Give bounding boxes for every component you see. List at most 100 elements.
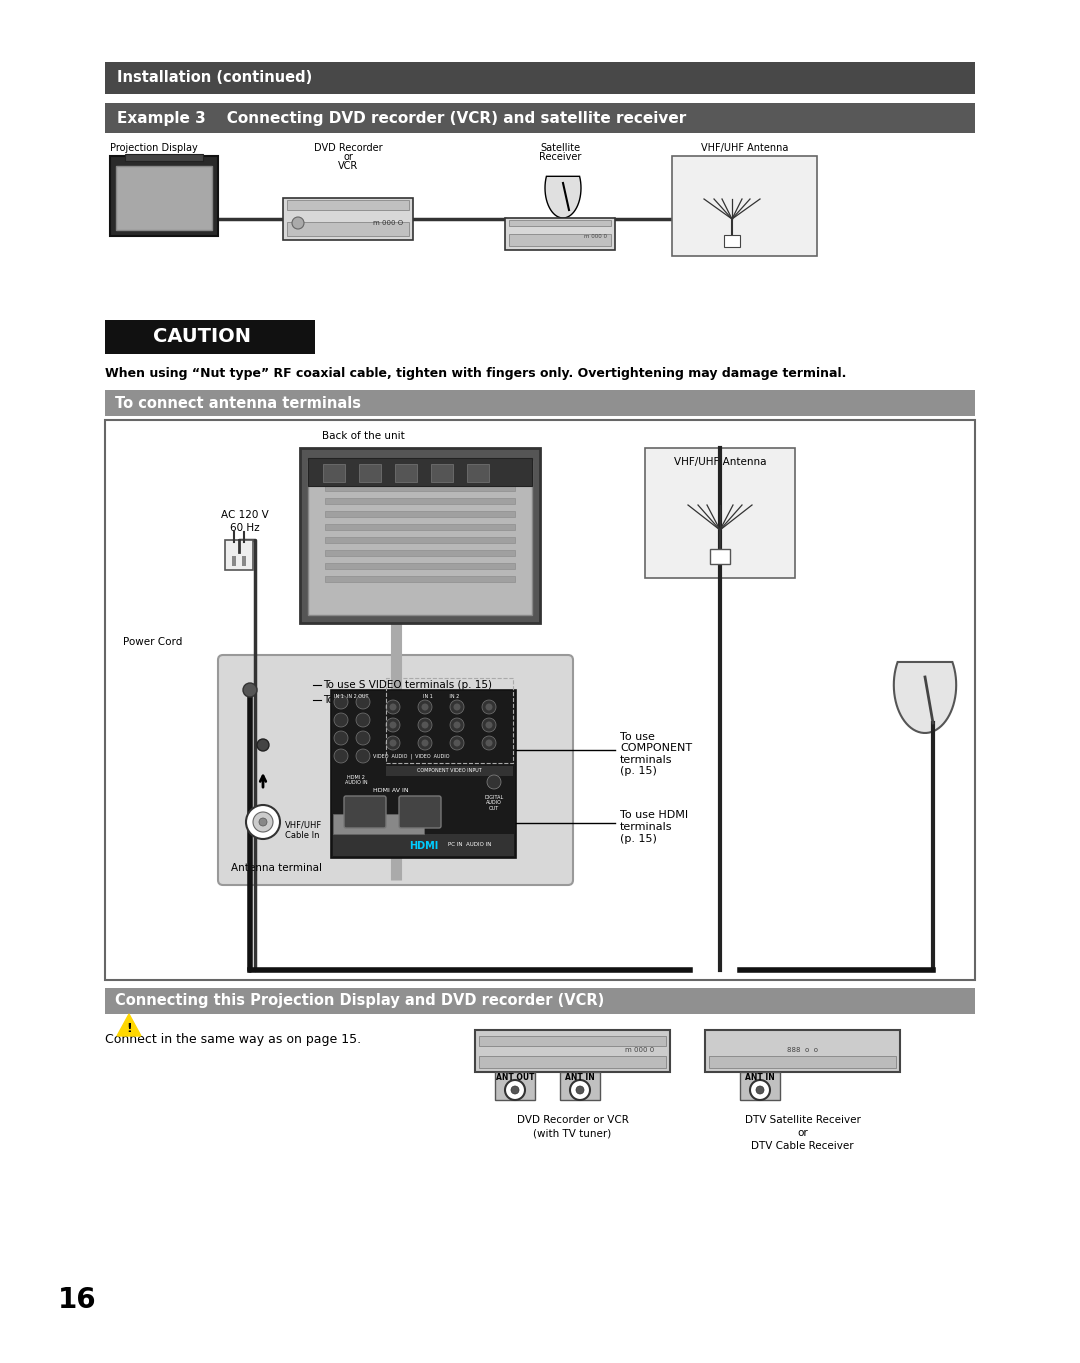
Circle shape	[356, 731, 370, 746]
Circle shape	[334, 695, 348, 709]
Circle shape	[750, 1079, 770, 1100]
Bar	[330, 690, 516, 857]
Text: COMPONENT VIDEO INPUT: COMPONENT VIDEO INPUT	[417, 769, 482, 773]
Bar	[308, 458, 532, 487]
Bar	[105, 104, 975, 134]
Bar	[325, 523, 515, 530]
Bar	[672, 155, 816, 256]
Circle shape	[390, 740, 396, 747]
Bar	[359, 463, 381, 483]
Bar	[287, 222, 409, 236]
Text: ANT OUT: ANT OUT	[496, 1073, 535, 1081]
Text: PC IN  AUDIO IN: PC IN AUDIO IN	[448, 841, 491, 846]
Text: Satellite: Satellite	[540, 143, 580, 153]
Text: m 000 0: m 000 0	[625, 1047, 654, 1054]
Circle shape	[356, 750, 370, 763]
Circle shape	[390, 721, 396, 728]
Text: m 000 O: m 000 O	[373, 219, 403, 226]
Text: DIGITAL
AUDIO
OUT: DIGITAL AUDIO OUT	[484, 795, 503, 811]
Circle shape	[421, 721, 429, 728]
Circle shape	[450, 701, 464, 714]
Bar	[283, 198, 413, 240]
Circle shape	[243, 683, 257, 696]
Text: Receiver: Receiver	[539, 153, 581, 162]
Bar	[325, 472, 515, 478]
Text: HDMI: HDMI	[409, 841, 438, 851]
Text: DTV Cable Receiver: DTV Cable Receiver	[752, 1141, 854, 1150]
Text: Connect in the same way as on page 15.: Connect in the same way as on page 15.	[105, 1033, 361, 1047]
Bar	[105, 320, 315, 354]
Circle shape	[486, 740, 492, 747]
Circle shape	[246, 806, 280, 840]
FancyBboxPatch shape	[399, 796, 441, 827]
Bar	[561, 1073, 600, 1100]
Text: Antenna terminal: Antenna terminal	[231, 863, 322, 872]
Bar	[705, 1030, 900, 1073]
Text: HDMI AV IN: HDMI AV IN	[374, 788, 409, 792]
Text: VHF/UHF
Cable In: VHF/UHF Cable In	[285, 821, 322, 840]
Bar	[225, 540, 253, 570]
Bar	[325, 563, 515, 568]
Bar	[325, 577, 515, 582]
Circle shape	[334, 750, 348, 763]
Polygon shape	[545, 176, 581, 218]
Circle shape	[386, 701, 400, 714]
Bar	[105, 61, 975, 94]
Bar	[431, 463, 453, 483]
Text: Installation (continued): Installation (continued)	[117, 71, 312, 86]
Bar	[125, 154, 203, 161]
Text: Power Cord: Power Cord	[123, 637, 183, 647]
Bar	[480, 1056, 666, 1069]
Text: VHF/UHF Antenna: VHF/UHF Antenna	[701, 143, 788, 153]
Circle shape	[482, 736, 496, 750]
Bar	[105, 420, 975, 980]
Circle shape	[486, 721, 492, 728]
Circle shape	[576, 1086, 584, 1094]
Bar	[495, 1073, 535, 1100]
Text: VHF/UHF Antenna: VHF/UHF Antenna	[674, 457, 766, 468]
Circle shape	[454, 703, 460, 710]
Text: 60 Hz: 60 Hz	[230, 523, 260, 533]
Bar	[645, 448, 795, 578]
Bar	[395, 463, 417, 483]
Circle shape	[390, 703, 396, 710]
Circle shape	[454, 740, 460, 747]
Circle shape	[386, 736, 400, 750]
Bar	[333, 814, 423, 834]
Circle shape	[421, 740, 429, 747]
Circle shape	[487, 776, 501, 789]
Circle shape	[450, 736, 464, 750]
Bar	[509, 234, 611, 245]
Bar	[325, 511, 515, 517]
Bar	[386, 766, 513, 776]
Bar	[105, 390, 975, 416]
Bar	[467, 463, 489, 483]
Circle shape	[511, 1086, 519, 1094]
Text: To connect antenna terminals: To connect antenna terminals	[114, 395, 361, 410]
Circle shape	[486, 703, 492, 710]
Bar	[386, 677, 513, 763]
Text: VIDEO  AUDIO  |  VIDEO  AUDIO: VIDEO AUDIO | VIDEO AUDIO	[373, 754, 449, 759]
Text: (with TV tuner): (with TV tuner)	[534, 1129, 611, 1138]
Circle shape	[450, 718, 464, 732]
FancyBboxPatch shape	[218, 656, 573, 885]
Polygon shape	[117, 1014, 141, 1036]
Text: Back of the unit: Back of the unit	[322, 431, 405, 442]
Text: !: !	[126, 1021, 132, 1035]
Bar	[110, 155, 218, 236]
Circle shape	[421, 703, 429, 710]
Text: or: or	[797, 1129, 808, 1138]
Text: To use S VIDEO terminals (p. 15): To use S VIDEO terminals (p. 15)	[323, 680, 492, 690]
Bar	[300, 448, 540, 623]
Circle shape	[482, 718, 496, 732]
Circle shape	[482, 701, 496, 714]
Text: ANT IN: ANT IN	[565, 1073, 595, 1081]
Bar	[325, 551, 515, 556]
Text: 888  o  o: 888 o o	[787, 1047, 818, 1054]
Bar	[325, 537, 515, 542]
Circle shape	[257, 739, 269, 751]
Text: m 000 0: m 000 0	[583, 233, 607, 239]
Bar	[325, 485, 515, 491]
Polygon shape	[894, 662, 956, 733]
Bar	[105, 988, 975, 1014]
